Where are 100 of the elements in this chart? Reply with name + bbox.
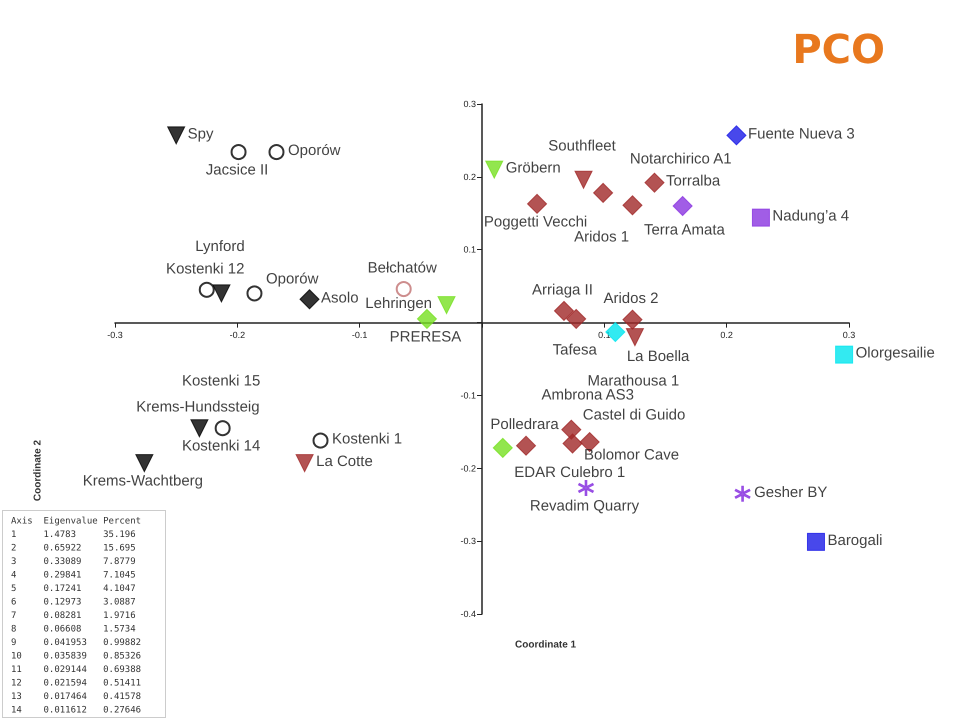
point xyxy=(167,126,186,144)
annotation: Aridos 1 xyxy=(574,228,630,246)
annotation: Oporów xyxy=(266,270,319,288)
annotation: Barogali xyxy=(827,532,883,549)
annotation: Oporów xyxy=(288,142,341,160)
annotation: Kostenki 15 xyxy=(182,372,260,390)
annotation: Olorgesailie xyxy=(856,344,935,362)
y-tick-label: -0.1 xyxy=(460,390,476,400)
text: 9 0.041953 0.99882 xyxy=(11,638,142,648)
point xyxy=(593,182,614,203)
x-tick-label: 0.2 xyxy=(720,330,733,340)
point xyxy=(726,125,746,146)
x-axis-title: Coordinate 1 xyxy=(515,640,577,650)
point xyxy=(492,438,513,458)
point xyxy=(214,420,231,436)
annotation: Bolomor Cave xyxy=(584,446,680,464)
annotation: Fuente Nueva 3 xyxy=(748,125,855,142)
y-tick-label: 0.2 xyxy=(463,172,476,182)
annotation: EDAR Culebro 1 xyxy=(514,464,626,481)
point xyxy=(566,308,586,329)
annotation: Gesher BY xyxy=(754,484,828,501)
point xyxy=(246,285,262,302)
x-tick-label: 0.1 xyxy=(598,330,611,340)
text: 11 0.029144 0.69388 xyxy=(11,665,142,675)
y-tick-label: -0.2 xyxy=(460,463,476,474)
point xyxy=(312,432,329,449)
annotation: Castel di Guido xyxy=(582,406,686,424)
annotation: Kostenki 14 xyxy=(182,438,260,455)
annotation: Revadim Quarry xyxy=(530,497,640,514)
point xyxy=(806,532,825,551)
annotation: Terra Amata xyxy=(644,221,726,238)
annotation: Kostenki 1 xyxy=(332,430,402,448)
point xyxy=(672,196,693,216)
annotation: Gröbern xyxy=(506,160,561,177)
point xyxy=(622,310,642,330)
text: 12 0.021594 0.51411 xyxy=(11,678,142,688)
annotation: Jacsice II xyxy=(206,162,268,179)
x-tick-label: -0.3 xyxy=(107,330,123,340)
annotation: Axis Eigenvalue Percent xyxy=(11,516,142,526)
point xyxy=(212,284,230,302)
point xyxy=(578,480,594,496)
annotation: Krems-Wachtberg xyxy=(82,472,204,490)
point xyxy=(734,486,751,502)
point xyxy=(296,454,314,472)
annotation: 1 1.4783 35.196 xyxy=(11,530,136,540)
point xyxy=(527,194,548,214)
point xyxy=(644,172,664,193)
text: 14 0.011612 0.27646 xyxy=(11,706,142,716)
y-tick-label: 0.1 xyxy=(463,244,476,255)
text: 8 0.06608 1.5734 xyxy=(11,624,136,634)
point xyxy=(561,420,582,440)
annotation: Poggetti Vecchi xyxy=(484,213,588,230)
annotation: 2 0.65922 15.695 xyxy=(11,544,136,554)
annotation: Torralba xyxy=(666,172,721,190)
point xyxy=(516,436,536,456)
annotation: Notarchirico A1 xyxy=(630,150,732,168)
annotation: 7 0.08281 1.9716 xyxy=(11,611,136,621)
point xyxy=(626,328,644,346)
annotation: Spy xyxy=(188,125,214,142)
point xyxy=(300,289,320,310)
x-tick-label: -0.1 xyxy=(352,330,368,340)
annotation: 3 0.33089 7.8779 xyxy=(11,557,136,567)
point xyxy=(190,419,208,438)
point xyxy=(622,195,642,216)
point xyxy=(554,300,574,321)
annotation: Bełchatów xyxy=(368,260,437,277)
point xyxy=(268,144,284,160)
annotation: Aridos 2 xyxy=(603,290,658,308)
annotation: Polledrara xyxy=(490,416,560,434)
chart-title: PCO xyxy=(792,27,886,73)
y-tick-label: -0.4 xyxy=(460,609,476,619)
annotation: Lynford xyxy=(195,238,245,255)
point xyxy=(562,434,583,454)
annotation: Krems-Hundssteig xyxy=(136,398,260,416)
y-tick-label: -0.3 xyxy=(460,536,476,546)
text: 10 0.035839 0.85326 xyxy=(11,652,142,662)
annotation: Asolo xyxy=(321,289,359,306)
annotation: 4 0.29841 7.1045 xyxy=(11,570,136,580)
annotation: La Cotte xyxy=(316,453,373,470)
annotation: Southfleet xyxy=(548,137,617,154)
point xyxy=(752,208,770,227)
y-axis-title: Coordinate 2 xyxy=(32,440,44,502)
annotation: Kostenki 12 xyxy=(166,260,244,278)
point xyxy=(135,454,154,472)
y-tick-label: 0.3 xyxy=(463,99,476,109)
point xyxy=(835,346,854,364)
point xyxy=(198,282,215,298)
point xyxy=(574,170,593,189)
point xyxy=(396,281,412,298)
text: 13 0.017464 0.41578 xyxy=(11,692,142,702)
annotation: 5 0.17241 4.1047 xyxy=(11,584,136,594)
annotation: Tafesa xyxy=(552,341,598,358)
x-tick-label: -0.2 xyxy=(230,330,246,340)
annotation: PRERESA xyxy=(390,328,462,346)
annotation: 6 0.12973 3.0887 xyxy=(11,598,136,608)
annotation: Lehringen xyxy=(365,295,432,312)
annotation: La Boella xyxy=(626,348,690,366)
annotation: Arriaga II xyxy=(532,281,593,298)
point xyxy=(230,144,247,160)
annotation: Nadung’a 4 xyxy=(772,208,850,225)
